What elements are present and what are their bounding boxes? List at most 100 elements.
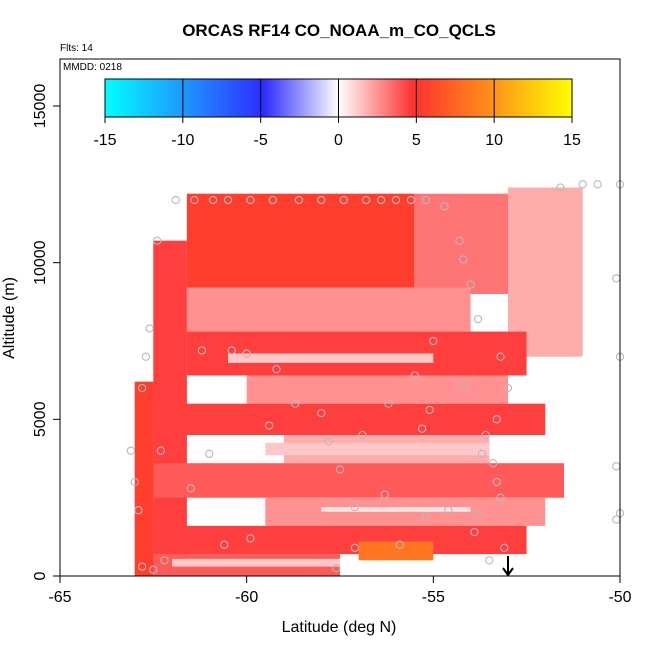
observation-point-10 bbox=[152, 236, 162, 245]
observation-point-40 bbox=[485, 556, 494, 565]
flights-note: Flts: 14 bbox=[60, 43, 93, 54]
observation-point-21 bbox=[376, 195, 386, 205]
observation-point-14 bbox=[223, 195, 233, 205]
observation-point-51 bbox=[227, 346, 236, 355]
observation-point-59 bbox=[358, 430, 367, 440]
observation-point-66 bbox=[421, 512, 431, 521]
flight-marker bbox=[502, 556, 514, 577]
x-tick-label-2: -55 bbox=[422, 589, 445, 606]
observation-point-24 bbox=[421, 195, 431, 205]
observation-point-27 bbox=[466, 280, 475, 289]
y-tick-label-1: 5000 bbox=[32, 401, 49, 437]
x-tick-label-0: -65 bbox=[48, 589, 71, 606]
observation-point-0 bbox=[137, 562, 147, 571]
observation-point-64 bbox=[417, 424, 427, 433]
heatmap-field bbox=[134, 187, 583, 576]
heatmap-cell-4 bbox=[508, 187, 583, 357]
observation-point-15 bbox=[246, 195, 255, 205]
observation-point-19 bbox=[339, 195, 348, 205]
heatmap-cell-14 bbox=[172, 558, 340, 567]
date-note: MMDD: 0218 bbox=[63, 62, 122, 73]
observation-point-72 bbox=[220, 540, 229, 549]
colorbar-tick-label-1: -10 bbox=[171, 132, 194, 149]
observation-point-34 bbox=[488, 459, 498, 468]
observation-point-18 bbox=[317, 195, 326, 205]
x-tick-label-3: -50 bbox=[608, 589, 631, 606]
observation-point-6 bbox=[156, 446, 165, 455]
observation-point-62 bbox=[425, 405, 434, 415]
heatmap-cell-17 bbox=[228, 353, 434, 363]
y-axis-title: Altitude (m) bbox=[1, 277, 18, 359]
observation-point-50 bbox=[197, 346, 207, 355]
heatmap-cell-12 bbox=[153, 525, 527, 555]
observation-point-52 bbox=[242, 349, 251, 358]
x-axis: -65 -60 -55 -50 bbox=[48, 575, 632, 606]
y-tick-label-2: 10000 bbox=[32, 240, 49, 285]
heatmap-cell-16 bbox=[265, 442, 490, 456]
observation-point-74 bbox=[205, 449, 214, 458]
observation-point-54 bbox=[291, 399, 300, 408]
observation-point-43 bbox=[593, 180, 602, 189]
chart-title: ORCAS RF14 CO_NOAA_m_CO_QCLS bbox=[182, 21, 496, 40]
observation-point-30 bbox=[503, 383, 513, 393]
observation-point-76 bbox=[429, 336, 438, 346]
x-axis-title: Latitude (deg N) bbox=[282, 619, 397, 636]
heatmap-cell-5 bbox=[186, 287, 471, 332]
observation-point-33 bbox=[477, 449, 487, 458]
observation-point-1 bbox=[149, 565, 158, 574]
observation-point-58 bbox=[335, 465, 345, 474]
observation-point-20 bbox=[361, 195, 371, 205]
observation-point-49 bbox=[612, 515, 621, 524]
observation-point-61 bbox=[410, 371, 419, 380]
y-tick-label-3: 15000 bbox=[32, 84, 49, 129]
heatmap-cell-10 bbox=[153, 463, 565, 498]
observation-point-35 bbox=[492, 477, 501, 487]
observation-point-42 bbox=[578, 180, 587, 189]
observation-point-75 bbox=[350, 502, 360, 512]
observation-point-26 bbox=[455, 236, 464, 245]
observation-point-3 bbox=[134, 506, 143, 515]
y-tick-label-0: 0 bbox=[32, 571, 49, 580]
y-axis: 0 5000 10000 15000 bbox=[32, 84, 61, 580]
observation-point-25 bbox=[440, 202, 449, 211]
observation-point-60 bbox=[384, 399, 393, 408]
observation-point-56 bbox=[317, 408, 326, 418]
observation-point-31 bbox=[492, 415, 501, 424]
heatmap-cell-0 bbox=[134, 381, 154, 576]
observation-point-22 bbox=[391, 195, 401, 205]
observation-point-12 bbox=[190, 195, 199, 205]
colorbar-ticks: -15 -10 -5 0 5 10 15 bbox=[93, 79, 581, 149]
observation-point-70 bbox=[332, 564, 341, 573]
observation-point-65 bbox=[380, 490, 389, 499]
heatmap-cell-18 bbox=[358, 541, 434, 561]
observation-point-9 bbox=[145, 324, 154, 333]
observation-point-63 bbox=[459, 380, 468, 390]
observation-point-47 bbox=[612, 462, 621, 471]
colorbar-tick-label-2: -5 bbox=[254, 132, 268, 149]
observation-point-38 bbox=[470, 527, 479, 537]
observation-point-5 bbox=[126, 446, 136, 455]
observation-point-4 bbox=[130, 477, 139, 487]
arrow-head-icon bbox=[502, 567, 514, 577]
observation-point-55 bbox=[264, 421, 274, 430]
observation-point-53 bbox=[272, 365, 281, 374]
observation-point-77 bbox=[459, 255, 468, 264]
heatmap-cell-2 bbox=[186, 193, 415, 288]
colorbar-tick-label-5: 10 bbox=[485, 132, 503, 149]
observation-point-36 bbox=[496, 493, 505, 502]
chart-title-group: ORCAS RF14 CO_NOAA_m_CO_QCLS Flts: 14 bbox=[60, 21, 496, 54]
heatmap-cell-15 bbox=[321, 507, 471, 512]
observation-point-16 bbox=[268, 195, 277, 205]
observation-point-29 bbox=[496, 352, 505, 361]
observation-point-69 bbox=[350, 543, 360, 552]
colorbar-tick-label-0: -15 bbox=[93, 132, 116, 149]
colorbar-tick-label-4: 5 bbox=[412, 132, 421, 149]
heatmap-cell-8 bbox=[153, 403, 546, 435]
observation-point-28 bbox=[473, 314, 483, 324]
observation-point-71 bbox=[246, 534, 255, 543]
observation-point-73 bbox=[186, 484, 195, 493]
colorbar-tick-label-3: 0 bbox=[334, 132, 343, 149]
observation-point-13 bbox=[208, 195, 218, 205]
observation-point-23 bbox=[406, 195, 416, 205]
